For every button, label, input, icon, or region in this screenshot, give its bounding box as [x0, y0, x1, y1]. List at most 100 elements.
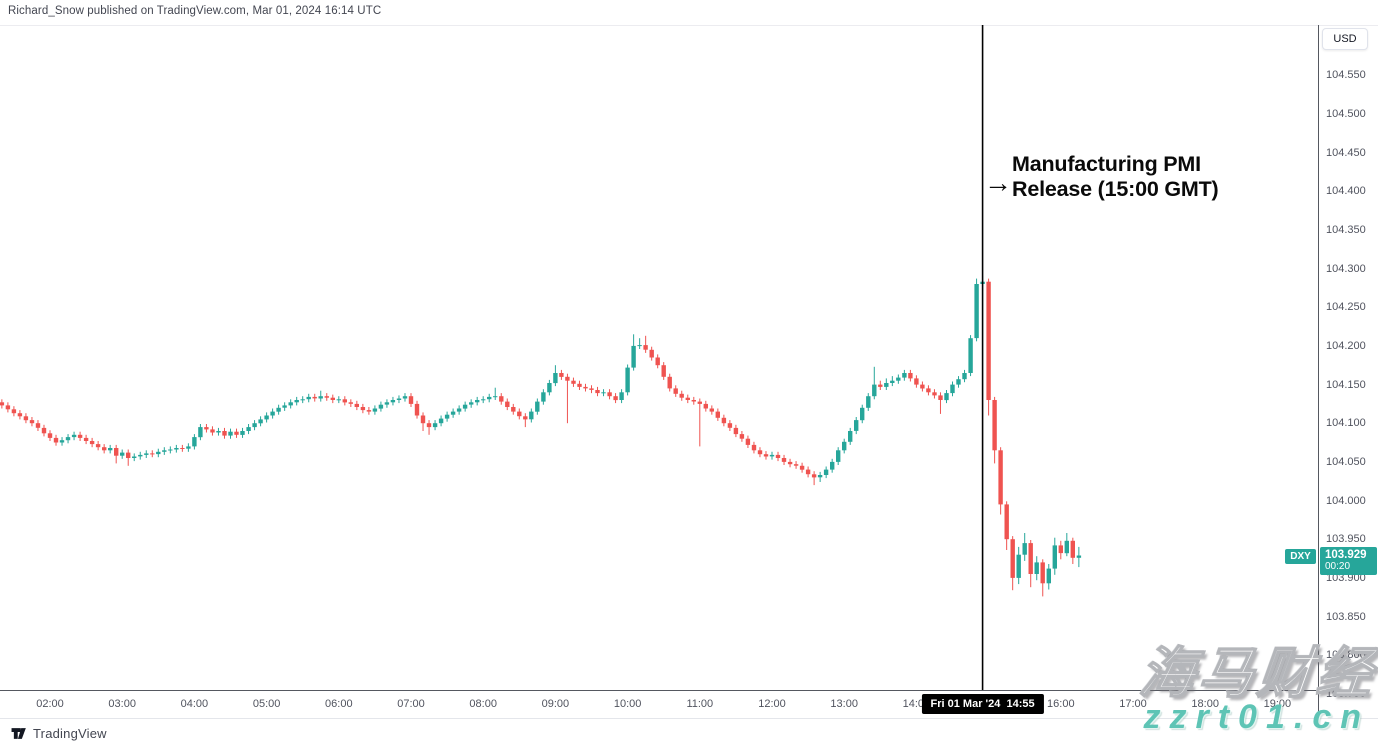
candle-body — [174, 448, 179, 450]
candle-body — [805, 469, 811, 475]
candle-body — [703, 403, 708, 409]
candle-body — [240, 431, 245, 435]
candle-body — [29, 420, 35, 424]
candle-body — [1028, 543, 1033, 574]
time-tick-label: 05:00 — [252, 698, 281, 710]
candle-body — [402, 396, 408, 399]
candle-body — [1064, 540, 1069, 554]
price-tick-label: 104.400 — [1326, 185, 1366, 198]
candle-body — [553, 373, 558, 384]
candle-body — [168, 449, 173, 451]
candle-body — [1010, 539, 1015, 578]
candle-body — [35, 423, 41, 428]
candle-body — [745, 438, 751, 445]
candle-body — [781, 458, 787, 462]
time-tick-label: 13:00 — [830, 698, 858, 710]
candle-body — [902, 373, 907, 378]
candle-body — [432, 423, 438, 428]
candle-body — [842, 441, 847, 451]
candle-body — [456, 408, 462, 412]
time-tick-label: 02:00 — [36, 698, 64, 710]
candle-body — [288, 402, 293, 406]
candle-body — [438, 418, 444, 424]
candle-body — [667, 376, 672, 389]
candle-body — [956, 379, 961, 385]
price-tick-label: 104.000 — [1326, 494, 1366, 507]
time-axis-border — [0, 690, 1319, 691]
candle-body — [908, 373, 913, 379]
last-price-badge: 103.929 00:20 — [1320, 546, 1377, 575]
pane-top-border — [0, 25, 1378, 26]
currency-button[interactable]: USD — [1322, 28, 1368, 50]
candle-body — [83, 437, 89, 441]
candle-body — [1058, 545, 1063, 554]
time-axis[interactable]: Fri 01 Mar '24 14:55 02:00 03:00 04:00 05:0… — [0, 691, 1318, 718]
candle-body — [59, 440, 65, 443]
candle-body — [529, 411, 534, 420]
candle-body — [607, 392, 612, 397]
annotation-line2: Release (15:00 GMT) — [1012, 177, 1219, 201]
candle-body — [637, 345, 642, 347]
price-tick-label: 104.150 — [1326, 378, 1366, 391]
candle-body — [998, 450, 1003, 505]
price-tick-label: 104.500 — [1326, 107, 1366, 120]
annotation-line1: Manufacturing PMI — [1012, 152, 1201, 176]
candle-body — [944, 393, 949, 401]
time-tick-label: 06:00 — [325, 698, 353, 710]
time-tick-label: 07:00 — [397, 698, 425, 710]
candle-body — [830, 461, 835, 470]
candle-body — [709, 408, 714, 412]
candle-body — [836, 450, 841, 462]
candle-body — [691, 400, 696, 402]
candle-body — [968, 338, 973, 373]
candle-body — [150, 453, 155, 455]
candle-body — [1046, 568, 1051, 584]
candle-body — [330, 397, 335, 400]
price-axis[interactable]: 104.550 104.500 104.450 104.400 104.350 104.3… — [1318, 25, 1378, 700]
candle-body — [204, 427, 209, 430]
candle-body — [312, 396, 317, 399]
time-tick-label: 17:00 — [1119, 698, 1147, 710]
candle-body — [234, 431, 239, 435]
candle-body — [487, 396, 492, 400]
candle-body — [120, 452, 125, 456]
time-tick-label: 09:00 — [541, 698, 570, 710]
candle-body — [595, 390, 600, 394]
candle-body — [1004, 504, 1009, 540]
candle-body — [848, 431, 853, 442]
candle-body — [661, 365, 666, 377]
candle-body — [444, 414, 450, 419]
candle-body — [986, 281, 991, 400]
price-tick-label: 104.050 — [1326, 455, 1366, 468]
price-tick-label: 104.100 — [1326, 417, 1366, 430]
price-axis-border — [1318, 25, 1319, 718]
candle-body — [890, 380, 895, 383]
candle-body — [499, 396, 504, 402]
candle-body — [523, 416, 528, 420]
candle-body — [757, 450, 763, 455]
candle-body — [342, 399, 347, 403]
candle-body — [132, 456, 137, 458]
price-tick-label: 103.750 — [1326, 687, 1366, 700]
tradingview-logo-icon[interactable] — [10, 725, 27, 742]
time-tick-label: 03:00 — [108, 698, 136, 710]
candle-body — [360, 407, 366, 411]
candlestick-chart-pane[interactable] — [0, 25, 1318, 690]
candle-body — [89, 441, 95, 445]
candle-body — [625, 367, 630, 393]
candle-body — [565, 376, 570, 381]
candle-body — [1016, 554, 1021, 578]
tradingview-brand-text[interactable]: TradingView — [33, 726, 107, 741]
candle-body — [108, 448, 113, 451]
candle-body — [823, 469, 829, 475]
price-tick-label: 103.800 — [1326, 649, 1366, 662]
candle-body — [450, 411, 456, 415]
price-tick-label: 104.350 — [1326, 223, 1366, 236]
candle-body — [799, 465, 805, 470]
candle-body — [426, 423, 432, 428]
candle-body — [787, 461, 793, 465]
candle-body — [763, 454, 769, 457]
candle-body — [926, 388, 931, 393]
candle-body — [372, 408, 378, 412]
